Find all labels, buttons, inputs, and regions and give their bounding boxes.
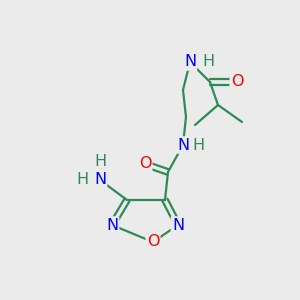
Text: H: H [192, 137, 204, 152]
Text: O: O [231, 74, 243, 89]
Text: N: N [106, 218, 118, 232]
Text: N: N [177, 137, 189, 152]
Text: N: N [94, 172, 106, 188]
Text: O: O [139, 157, 151, 172]
Text: N: N [184, 55, 196, 70]
Text: H: H [76, 172, 88, 188]
Text: N: N [172, 218, 184, 232]
Text: H: H [202, 55, 214, 70]
Text: O: O [147, 235, 159, 250]
Text: H: H [94, 154, 106, 169]
